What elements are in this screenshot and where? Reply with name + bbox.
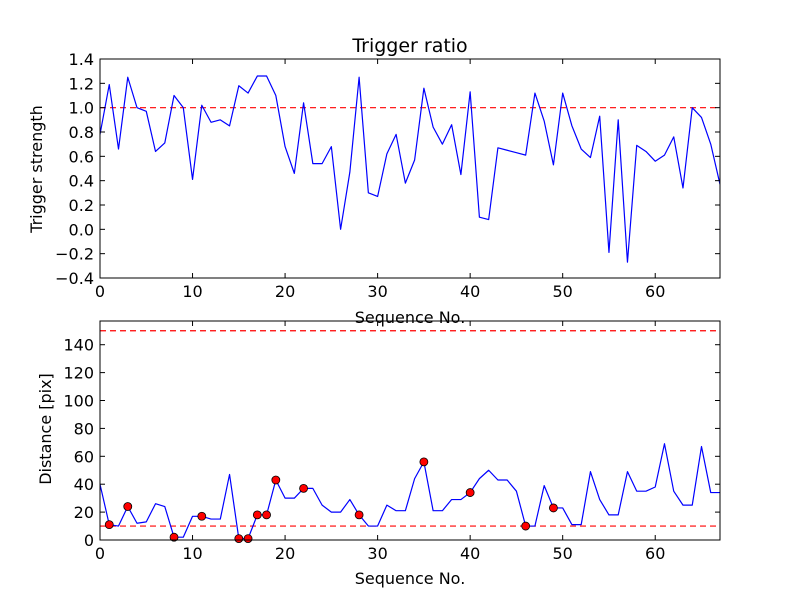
- data-point-marker: [123, 502, 133, 511]
- y-tick-label: 0.2: [69, 196, 94, 215]
- y-tick-label: 0.6: [69, 147, 94, 166]
- y-tick-label: 140: [63, 336, 94, 355]
- data-point-marker: [234, 534, 244, 544]
- x-tick-label: 40: [460, 544, 480, 563]
- y-axis-label: Distance [pix]: [36, 373, 55, 485]
- y-tick-label: −0.4: [55, 269, 94, 288]
- y-tick-label: 80: [74, 419, 94, 438]
- y-tick-label: 40: [74, 475, 94, 494]
- y-tick-label: 120: [63, 364, 94, 383]
- y-axis-label: Trigger strength: [27, 105, 46, 234]
- y-tick-label: 1.2: [69, 74, 94, 93]
- y-tick-label: 1.0: [69, 99, 94, 118]
- y-tick-label: 0: [84, 531, 94, 550]
- x-tick-label: 10: [182, 544, 202, 563]
- x-tick-label: 0: [95, 282, 105, 301]
- data-point-marker: [197, 511, 207, 521]
- x-tick-label: 30: [367, 544, 387, 563]
- data-point-marker: [549, 503, 558, 513]
- distance-chart: Distance [pix] Sequence No. 0 10 20 30 40 50 6…: [36, 320, 721, 588]
- reference-lines: [100, 330, 720, 527]
- y-tick-label: 0.0: [69, 220, 94, 239]
- ticks-group: 0 10 20 30 40 50 60 −0.4 −0.2 0.0 0.2 0.4 0.6 0.8 1.0 1…: [55, 50, 720, 301]
- plot-frame: [99, 58, 721, 279]
- y-tick-label: 0.8: [69, 123, 94, 142]
- x-tick-label: 0: [95, 544, 105, 563]
- data-point-marker: [169, 532, 179, 542]
- series-line-0: [100, 443, 720, 540]
- chart-title: Trigger ratio: [351, 35, 467, 57]
- x-tick-label: 60: [645, 282, 665, 301]
- x-tick-label: 20: [275, 282, 295, 301]
- trigger-ratio-chart: Trigger ratio Trigger strength Sequence …: [27, 35, 721, 327]
- series-group: [100, 75, 720, 263]
- data-point-marker: [262, 510, 271, 520]
- x-axis-label: Sequence No.: [355, 308, 466, 327]
- y-tick-label: −0.2: [55, 245, 94, 264]
- ticks-group: 0 10 20 30 40 50 60 0 20 40 60 80 100 120 140: [63, 321, 720, 563]
- data-point-marker: [465, 488, 475, 497]
- data-point-marker: [271, 475, 281, 485]
- data-point-marker: [521, 521, 531, 531]
- x-tick-label: 10: [182, 282, 202, 301]
- x-tick-label: 20: [275, 544, 295, 563]
- x-tick-label: 50: [553, 544, 573, 563]
- series-group: [100, 443, 720, 540]
- x-tick-label: 60: [645, 544, 665, 563]
- x-tick-label: 30: [367, 282, 387, 301]
- plot-frame: [99, 320, 721, 541]
- y-tick-label: 20: [74, 503, 94, 522]
- x-axis-label: Sequence No.: [355, 569, 466, 588]
- series-line-0: [100, 75, 720, 263]
- data-point-marker: [419, 457, 429, 467]
- y-tick-label: 100: [63, 392, 94, 411]
- data-point-marker: [252, 510, 262, 520]
- x-tick-label: 50: [553, 282, 573, 301]
- x-tick-label: 40: [460, 282, 480, 301]
- data-point-marker: [299, 483, 308, 493]
- y-tick-label: 60: [74, 447, 94, 466]
- data-point-marker: [354, 510, 364, 520]
- y-tick-label: 1.4: [69, 50, 94, 69]
- y-tick-label: 0.4: [69, 172, 94, 191]
- data-point-marker: [104, 520, 114, 530]
- markers-group: [104, 457, 558, 544]
- data-point-marker: [243, 534, 253, 544]
